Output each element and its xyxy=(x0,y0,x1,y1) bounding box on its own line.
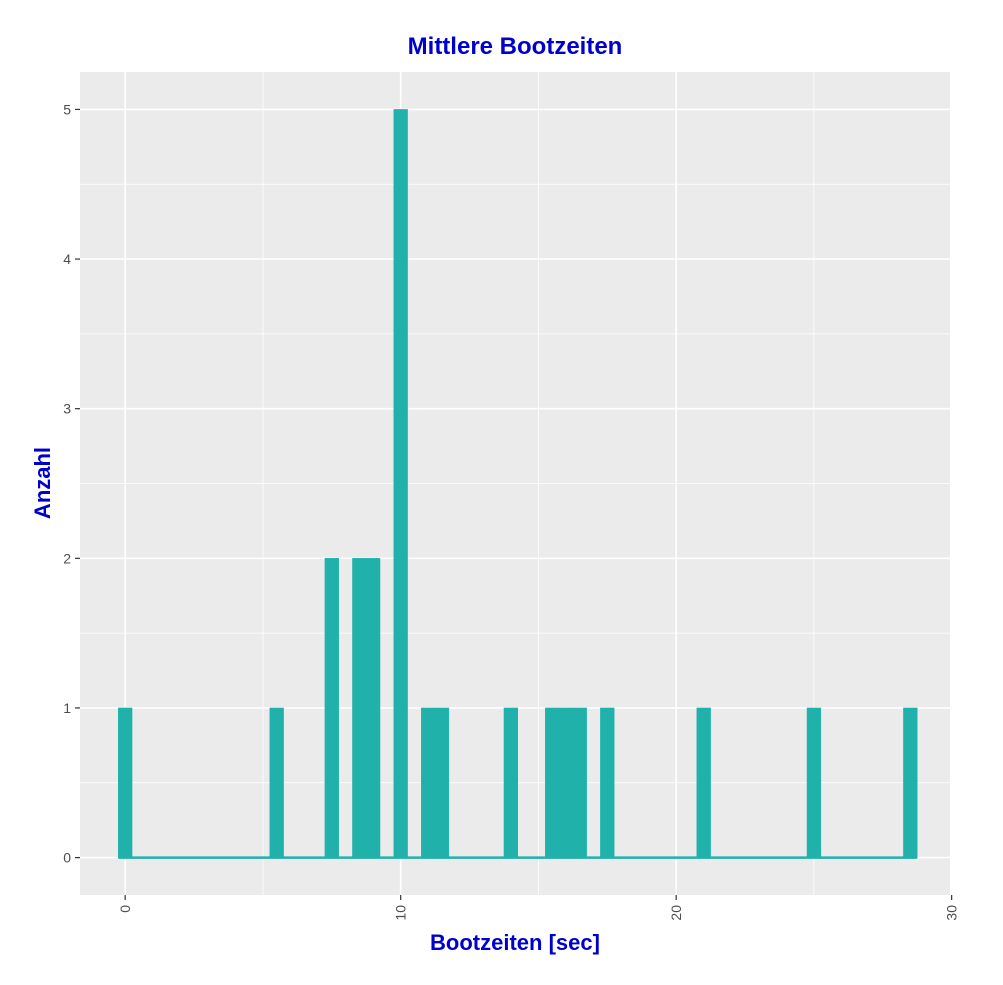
histogram-bar xyxy=(118,707,133,858)
histogram-bar xyxy=(393,109,408,858)
y-tick-label: 2 xyxy=(63,550,71,566)
x-axis-ticks: 0 10 20 30 xyxy=(117,895,960,921)
chart-title: Mittlere Bootzeiten xyxy=(408,33,623,60)
histogram-bar xyxy=(269,707,284,858)
x-tick-label: 10 xyxy=(393,905,409,921)
x-tick-label: 20 xyxy=(668,905,684,921)
histogram-bar xyxy=(806,707,822,858)
histogram-bar xyxy=(434,707,450,858)
y-tick-label: 4 xyxy=(63,251,71,267)
y-tick-label: 1 xyxy=(63,700,71,716)
x-tick-label: 0 xyxy=(117,905,133,913)
histogram-bar xyxy=(545,707,560,858)
y-tick-label: 3 xyxy=(63,401,71,417)
x-axis-title: Bootzeiten [sec] xyxy=(430,930,600,955)
histogram-bar xyxy=(696,707,711,858)
histogram-bar xyxy=(600,707,615,858)
x-tick-label: 30 xyxy=(944,905,960,921)
y-tick-label: 5 xyxy=(63,101,71,117)
histogram-bar xyxy=(558,707,574,858)
bars xyxy=(118,109,918,859)
histogram-bar xyxy=(572,707,587,858)
grid-minor xyxy=(80,72,950,895)
y-tick-label: 0 xyxy=(63,850,71,866)
histogram-bar xyxy=(503,707,519,858)
y-axis-ticks: 0 1 2 3 4 5 xyxy=(63,101,80,866)
histogram-bar xyxy=(324,558,339,858)
histogram-bar xyxy=(421,707,436,858)
histogram-bar xyxy=(352,558,367,858)
y-axis-title: Anzahl xyxy=(30,447,55,519)
histogram-bar xyxy=(903,707,918,858)
histogram-bar xyxy=(365,558,381,858)
